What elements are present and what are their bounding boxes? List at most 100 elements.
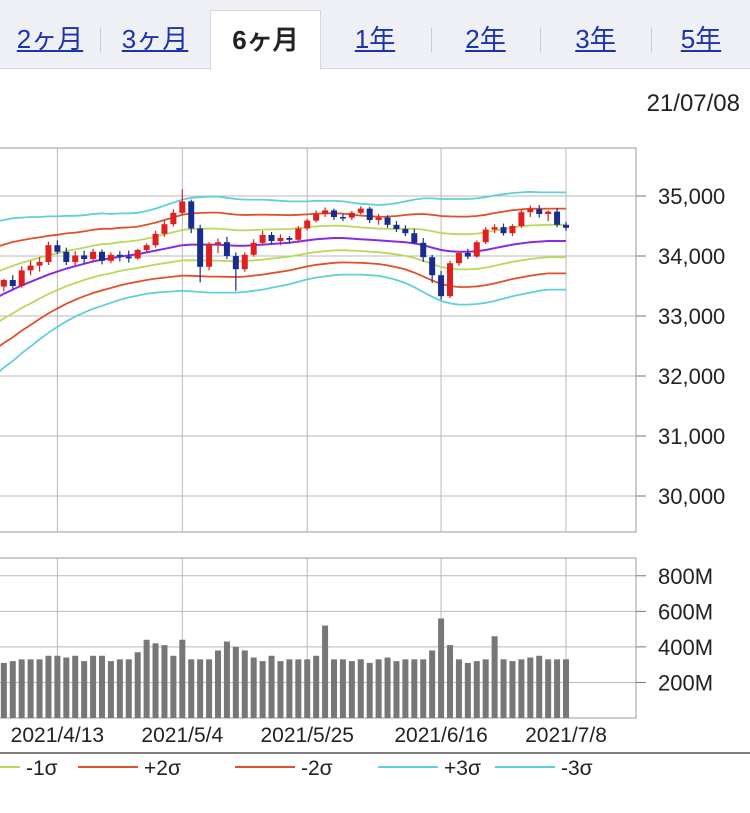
volume-bar bbox=[304, 659, 311, 718]
volume-tick-label: 800M bbox=[658, 564, 713, 589]
volume-bar bbox=[438, 618, 445, 718]
volume-bar bbox=[518, 659, 525, 718]
volume-bar bbox=[18, 659, 25, 718]
candle-body bbox=[0, 280, 7, 287]
candle-body bbox=[161, 224, 168, 234]
price-panel: 35,000 34,000 33,000 32,000 31,000 30,000 bbox=[0, 147, 725, 533]
price-tick-label: 35,000 bbox=[658, 184, 725, 209]
candle-body bbox=[536, 209, 543, 214]
candle-body bbox=[313, 214, 320, 221]
candle-body bbox=[402, 229, 409, 234]
candle-body bbox=[27, 265, 34, 271]
volume-bar bbox=[393, 661, 400, 718]
candle-body bbox=[63, 251, 70, 262]
volume-bar bbox=[107, 661, 114, 718]
candle-body bbox=[215, 242, 221, 244]
candle-body bbox=[438, 275, 445, 297]
candle-body bbox=[464, 253, 471, 257]
volume-bar bbox=[259, 661, 266, 718]
tab-3-years[interactable]: 3年 bbox=[575, 24, 616, 54]
volume-bar bbox=[357, 659, 364, 718]
volume-tick-label: 200M bbox=[658, 670, 713, 695]
volume-bar bbox=[491, 636, 498, 718]
volume-bar bbox=[197, 659, 204, 718]
legend-label: +2σ bbox=[144, 757, 181, 780]
volume-bar bbox=[429, 650, 436, 718]
volume-bar bbox=[116, 659, 123, 718]
volume-bar bbox=[241, 650, 248, 718]
x-tick-label: 2021/4/13 bbox=[11, 724, 104, 747]
volume-bar bbox=[384, 657, 391, 718]
tab-3-months[interactable]: 3ヶ月 bbox=[121, 24, 189, 54]
volume-bar bbox=[134, 652, 141, 718]
candle-body bbox=[134, 250, 141, 259]
volume-tick-label: 600M bbox=[658, 599, 713, 624]
candle-body bbox=[411, 233, 418, 243]
candle-body bbox=[125, 256, 132, 259]
moving-average-line bbox=[0, 237, 566, 297]
volume-bar bbox=[0, 662, 7, 718]
volume-bar bbox=[170, 655, 177, 718]
candle-body bbox=[447, 263, 453, 297]
tab-divider bbox=[651, 28, 652, 52]
tab-2-years[interactable]: 2年 bbox=[465, 24, 506, 54]
plus-2-sigma-line bbox=[0, 207, 566, 247]
volume-bar bbox=[322, 625, 329, 718]
volume-bar bbox=[54, 655, 61, 718]
volume-bar bbox=[375, 659, 382, 718]
candle-body bbox=[545, 211, 552, 214]
candle-body bbox=[81, 255, 88, 259]
volume-bar bbox=[402, 659, 409, 718]
candle-body bbox=[99, 251, 105, 261]
volume-bar bbox=[206, 659, 213, 718]
volume-bar bbox=[152, 643, 159, 718]
volume-bar bbox=[179, 639, 186, 718]
volume-bar bbox=[90, 655, 97, 718]
volume-bar bbox=[125, 659, 132, 718]
volume-bar bbox=[27, 659, 34, 718]
volume-bar bbox=[339, 659, 346, 718]
volume-bar bbox=[455, 659, 462, 718]
legend-label: +3σ bbox=[444, 757, 481, 780]
volume-bar bbox=[36, 659, 43, 718]
candle-body bbox=[563, 224, 569, 228]
tab-6-months[interactable]: 6ヶ月 bbox=[210, 10, 321, 70]
candle-body bbox=[179, 201, 186, 213]
volume-bar bbox=[277, 661, 284, 718]
candle-body bbox=[72, 255, 79, 262]
volume-bar bbox=[313, 655, 320, 718]
candle-body bbox=[509, 226, 516, 234]
candle-body bbox=[107, 254, 114, 261]
x-tick-label: 2021/5/25 bbox=[261, 724, 354, 747]
tab-divider bbox=[431, 28, 432, 52]
candle-body bbox=[304, 220, 311, 229]
volume-bar bbox=[45, 655, 52, 718]
price-tick-label: 30,000 bbox=[658, 484, 725, 509]
volume-panel: 800M 600M 400M 200M bbox=[0, 557, 713, 719]
minus-1-sigma-line bbox=[0, 249, 566, 322]
candle-body bbox=[223, 242, 230, 256]
volume-bar bbox=[464, 662, 471, 718]
candle-body bbox=[348, 212, 355, 218]
candle-body bbox=[331, 210, 337, 217]
x-tick-label: 2021/5/4 bbox=[141, 724, 223, 747]
candle-body bbox=[45, 245, 52, 262]
price-tick-label: 34,000 bbox=[658, 244, 725, 269]
x-tick-label: 2021/6/16 bbox=[394, 724, 487, 747]
tab-2-months[interactable]: 2ヶ月 bbox=[16, 24, 84, 54]
candle-body bbox=[206, 244, 213, 267]
volume-bar bbox=[554, 659, 561, 718]
volume-bar bbox=[536, 655, 543, 718]
tab-5-years[interactable]: 5年 bbox=[680, 24, 722, 54]
candle-body bbox=[268, 235, 275, 241]
volume-bar bbox=[286, 659, 293, 718]
chart-date: 21/07/08 bbox=[646, 90, 740, 117]
tab-1-year[interactable]: 1年 bbox=[354, 24, 396, 54]
volume-bar bbox=[161, 645, 168, 718]
volume-bar bbox=[411, 659, 418, 718]
candle-body bbox=[491, 227, 498, 230]
volume-bar bbox=[232, 646, 239, 718]
candle-body bbox=[375, 217, 382, 220]
volume-bar bbox=[473, 661, 480, 718]
